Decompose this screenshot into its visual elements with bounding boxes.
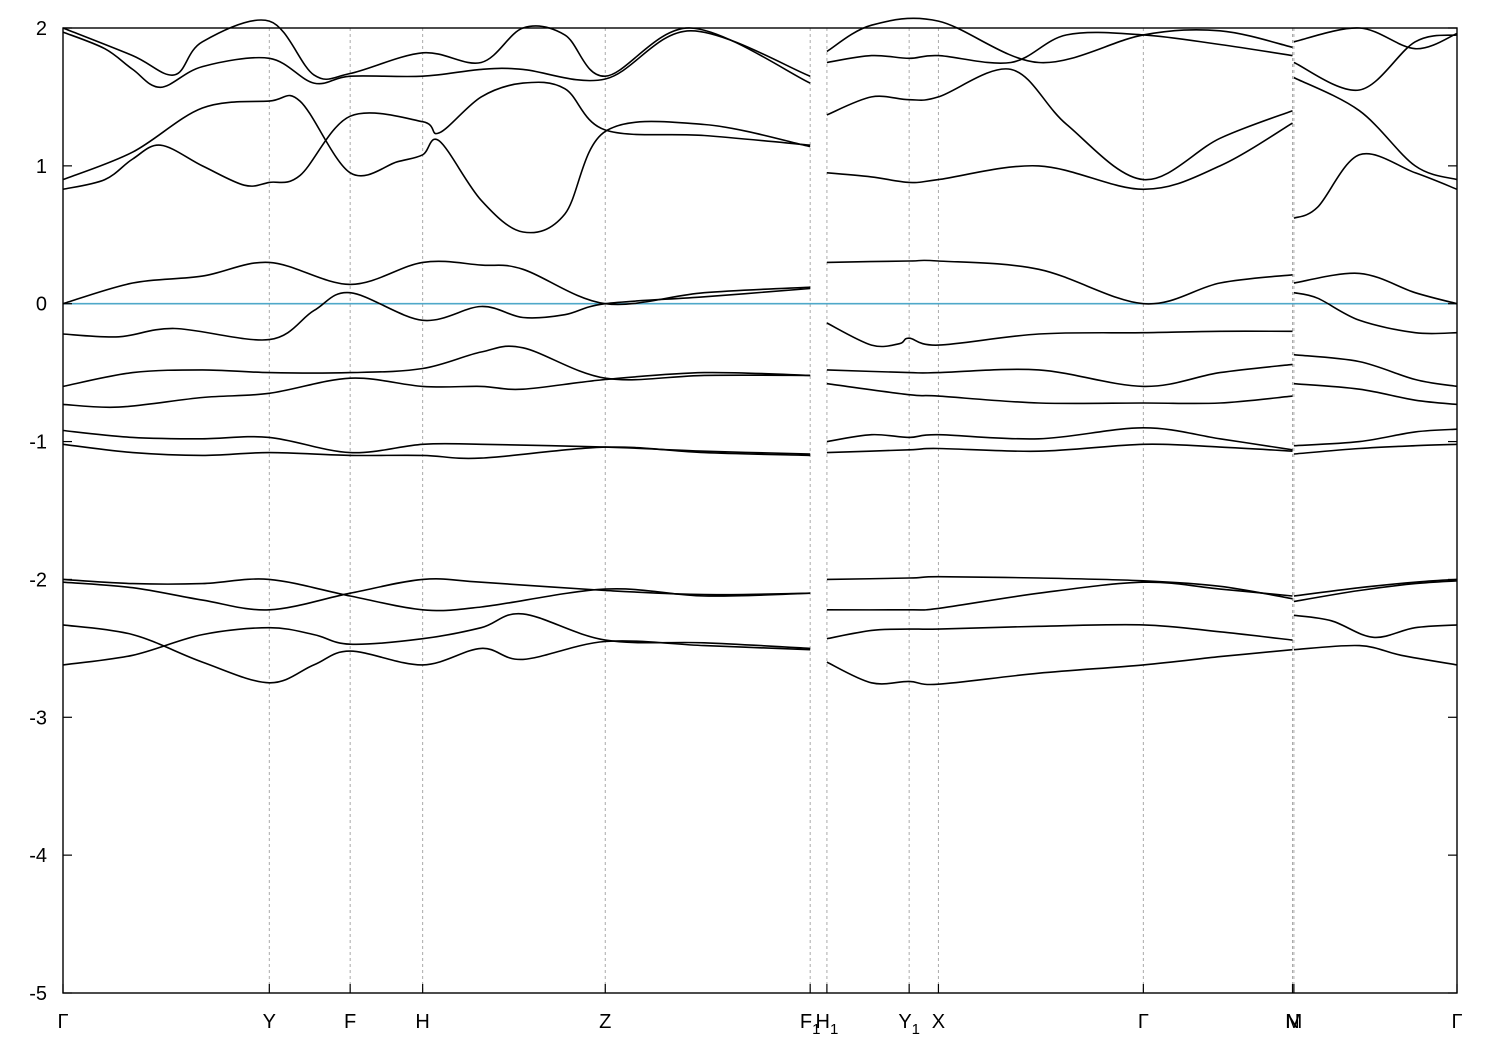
band-segment-29 xyxy=(1293,272,1458,305)
y-tick-label: -1 xyxy=(29,432,47,454)
band-segment-25 xyxy=(826,322,1293,348)
band-segment-34 xyxy=(826,68,1293,181)
band-segment-33 xyxy=(62,94,811,234)
y-tick-label: -4 xyxy=(29,845,47,867)
kpoint-label-4: Z xyxy=(599,1011,611,1033)
y-tick-label: -3 xyxy=(29,707,47,729)
band-segment-22 xyxy=(826,382,1293,405)
band-segment-41 xyxy=(1293,27,1458,50)
kpath-divider-lines xyxy=(268,28,1295,993)
kpoint-label-1: Y xyxy=(263,1011,276,1033)
band-segment-4 xyxy=(826,623,1293,641)
y-axis: -5 -4 -3 -2 -1 0 1 2 xyxy=(29,18,1457,1005)
band-segment-15 xyxy=(62,429,811,455)
band-lines xyxy=(62,17,1458,686)
band-segment-16 xyxy=(826,427,1293,451)
kpoint-label-2: F xyxy=(344,1011,356,1033)
band-segment-28 xyxy=(826,259,1293,305)
band-segment-17 xyxy=(1293,428,1458,447)
band-segment-24 xyxy=(62,287,811,341)
plot-frame xyxy=(62,27,1458,994)
kpoint-label-3: H xyxy=(415,1011,429,1033)
band-segment-38 xyxy=(1293,34,1458,91)
kpoint-label-7: Y1 xyxy=(898,1011,920,1038)
band-segment-8 xyxy=(1293,578,1458,597)
band-segment-21 xyxy=(62,345,811,388)
band-segment-2 xyxy=(1293,644,1458,666)
band-segment-26 xyxy=(1293,291,1458,335)
y-tick-label: -5 xyxy=(29,983,47,1005)
band-segment-3 xyxy=(62,624,811,684)
y-tick-label: 0 xyxy=(36,294,47,316)
band-segment-14 xyxy=(1293,443,1458,455)
band-segment-37 xyxy=(826,31,1293,64)
band-segment-13 xyxy=(826,443,1293,454)
band-segment-11 xyxy=(1293,580,1458,603)
kpoint-label-6: H1 xyxy=(816,1011,839,1038)
band-segment-18 xyxy=(62,371,811,409)
band-segment-40 xyxy=(826,17,1293,64)
band-segment-5 xyxy=(1293,614,1458,639)
kpoint-label-12: Γ xyxy=(1451,1011,1462,1033)
y-tick-label: -2 xyxy=(29,569,47,591)
band-segment-9 xyxy=(62,578,811,611)
band-segment-20 xyxy=(1293,353,1458,388)
kpoint-label-9: Γ xyxy=(1138,1011,1149,1033)
band-segment-32 xyxy=(1293,152,1458,219)
band-segment-19 xyxy=(826,363,1293,388)
band-segment-36 xyxy=(62,29,811,89)
y-tick-label: 1 xyxy=(36,156,47,178)
kpoint-label-0: Γ xyxy=(57,1011,68,1033)
band-segment-27 xyxy=(62,260,811,306)
band-segment-23 xyxy=(1293,382,1458,406)
band-segment-35 xyxy=(1293,76,1458,181)
band-segment-10 xyxy=(826,581,1293,611)
kpoint-label-8: X xyxy=(932,1011,945,1033)
kpoint-label-5: F1 xyxy=(800,1011,821,1038)
y-tick-label: 2 xyxy=(36,18,47,40)
band-segment-7 xyxy=(826,575,1293,600)
band-segment-30 xyxy=(62,81,811,191)
band-segment-31 xyxy=(826,122,1293,191)
band-segment-0 xyxy=(62,612,811,666)
kpoint-label-10: N xyxy=(1285,1011,1299,1033)
kpoint-label-11: M xyxy=(1286,1011,1303,1033)
band-segment-39 xyxy=(62,19,811,84)
band-segment-1 xyxy=(826,648,1293,686)
